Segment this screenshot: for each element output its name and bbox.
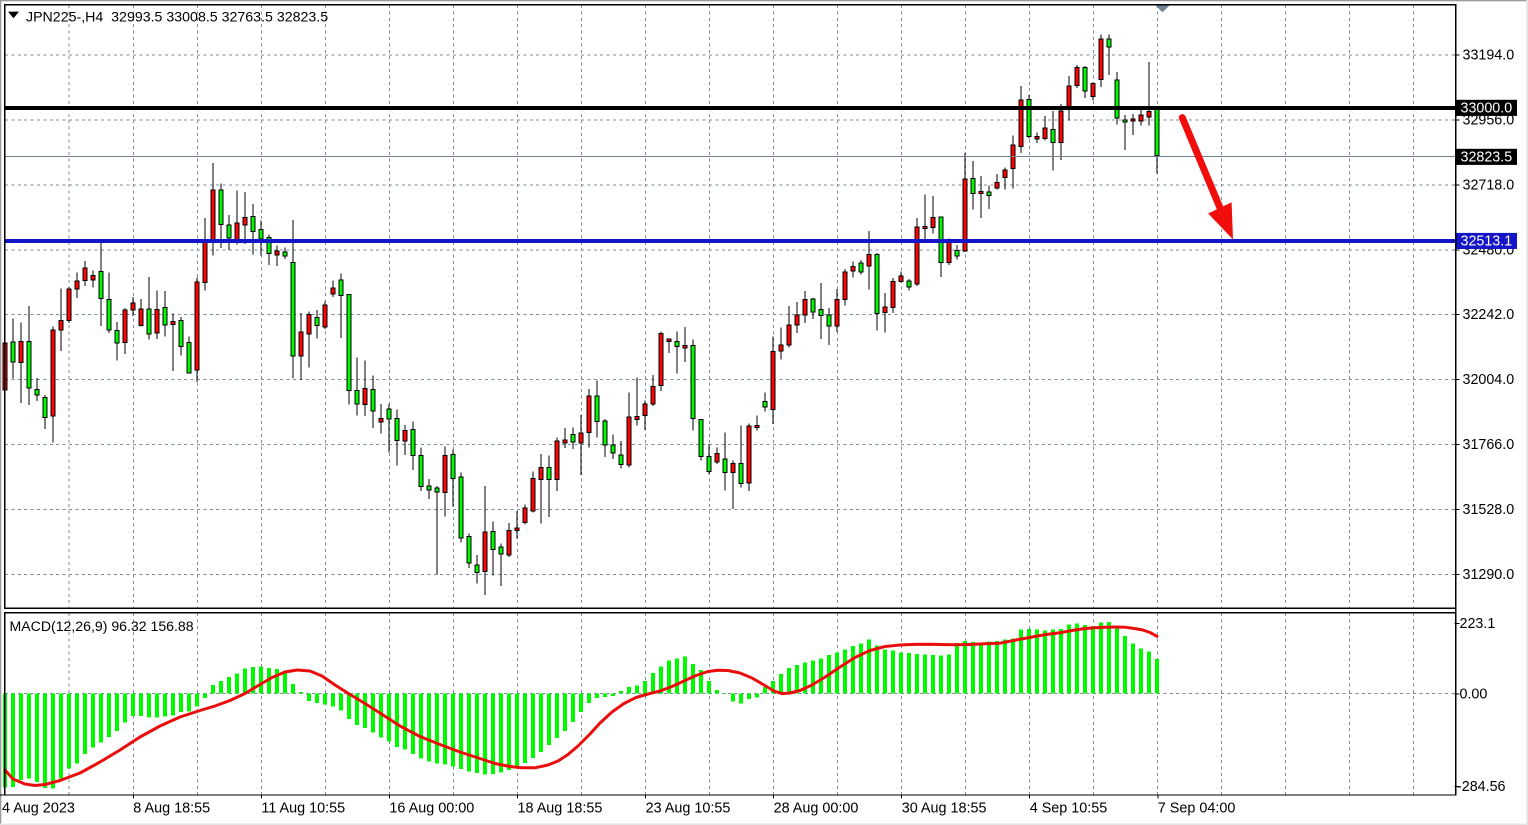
svg-text:0.00: 0.00: [1460, 687, 1488, 703]
svg-text:11 Aug 10:55: 11 Aug 10:55: [261, 801, 345, 817]
svg-text:223.1: 223.1: [1460, 616, 1496, 632]
svg-text:33000.0: 33000.0: [1461, 100, 1513, 116]
svg-text:31290.0: 31290.0: [1463, 567, 1515, 583]
svg-text:32956.0: 32956.0: [1463, 112, 1515, 128]
svg-text:4 Sep 10:55: 4 Sep 10:55: [1030, 801, 1108, 817]
svg-text:32513.1: 32513.1: [1461, 233, 1513, 249]
svg-text:33194.0: 33194.0: [1463, 48, 1515, 64]
svg-text:31766.0: 31766.0: [1463, 437, 1515, 453]
svg-text:32242.0: 32242.0: [1463, 307, 1515, 323]
svg-text:8 Aug 18:55: 8 Aug 18:55: [133, 801, 210, 817]
svg-text:MACD(12,26,9) 96.32 156.88: MACD(12,26,9) 96.32 156.88: [10, 618, 194, 634]
svg-text:16 Aug 00:00: 16 Aug 00:00: [389, 801, 474, 817]
svg-text:32823.5: 32823.5: [1461, 149, 1513, 165]
svg-text:-284.56: -284.56: [1457, 779, 1506, 795]
svg-text:28 Aug 00:00: 28 Aug 00:00: [774, 801, 859, 817]
svg-text:30 Aug 18:55: 30 Aug 18:55: [902, 801, 987, 817]
svg-text:4 Aug 2023: 4 Aug 2023: [2, 801, 75, 817]
svg-text:JPN225-,H4 32993.5 33008.5 32: JPN225-,H4 32993.5 33008.5 32763.5 32823…: [26, 10, 328, 26]
svg-text:23 Aug 10:55: 23 Aug 10:55: [646, 801, 731, 817]
svg-text:32718.0: 32718.0: [1463, 177, 1515, 193]
svg-text:18 Aug 18:55: 18 Aug 18:55: [518, 801, 603, 817]
svg-text:31528.0: 31528.0: [1463, 502, 1515, 518]
svg-text:32004.0: 32004.0: [1463, 372, 1515, 388]
svg-text:7 Sep 04:00: 7 Sep 04:00: [1158, 801, 1236, 817]
